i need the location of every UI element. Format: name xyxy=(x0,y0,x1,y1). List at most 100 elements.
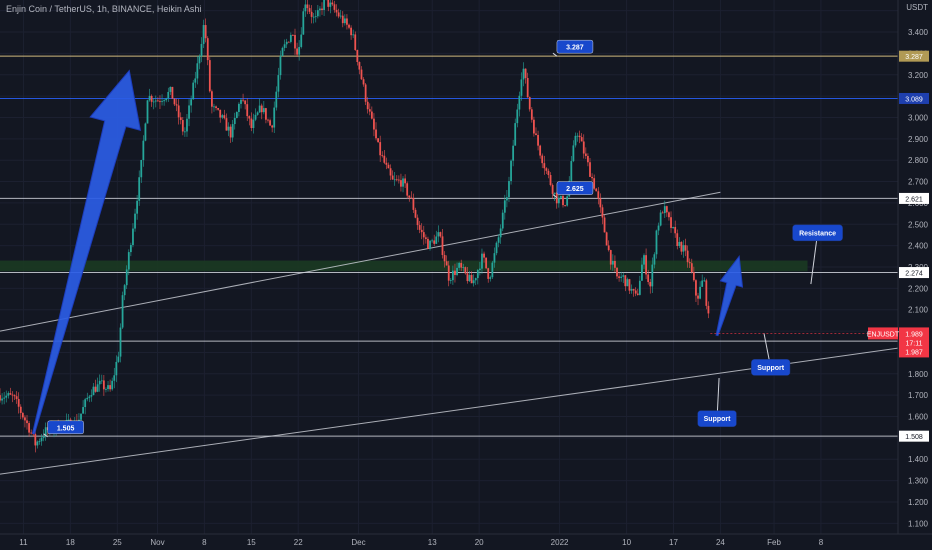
candle xyxy=(622,272,625,284)
candle-body xyxy=(672,226,674,228)
candle-body xyxy=(420,229,423,233)
candle xyxy=(298,40,301,61)
candle xyxy=(433,234,436,247)
current-price-box xyxy=(899,327,929,358)
candle-body xyxy=(379,142,382,156)
candle xyxy=(522,62,525,87)
candle-body xyxy=(134,213,136,229)
candle-body xyxy=(304,4,307,12)
candle-body xyxy=(661,212,664,214)
candle xyxy=(294,28,296,55)
candle-body xyxy=(186,118,188,132)
candle xyxy=(539,144,542,159)
candle xyxy=(560,195,562,200)
candle xyxy=(277,67,280,98)
candle-body xyxy=(668,212,670,218)
candle xyxy=(173,98,176,107)
candle xyxy=(379,135,382,162)
candle-body xyxy=(416,217,419,226)
callout-box xyxy=(697,410,737,427)
candle xyxy=(368,103,371,116)
candle xyxy=(562,193,564,208)
candle xyxy=(175,98,178,112)
candle xyxy=(638,275,641,296)
candle xyxy=(632,288,635,297)
candle-body xyxy=(393,179,396,181)
y-tick-label: 1.700 xyxy=(908,391,929,400)
candle xyxy=(607,240,610,252)
candle xyxy=(543,155,546,175)
candle xyxy=(283,39,286,52)
y-tick-label: 1.300 xyxy=(908,477,929,486)
candle-body xyxy=(368,109,371,112)
candle-body xyxy=(258,105,261,113)
candle-body xyxy=(136,200,139,214)
candle xyxy=(227,122,230,137)
candle-body xyxy=(497,237,500,243)
candle xyxy=(680,241,683,255)
candle-body xyxy=(659,212,662,226)
candle-body xyxy=(391,175,394,180)
x-tick-label: 25 xyxy=(113,538,122,547)
candle-body xyxy=(314,16,317,18)
candle-body xyxy=(277,75,280,92)
candle-body xyxy=(26,420,28,424)
candle xyxy=(491,260,494,280)
candle-body xyxy=(385,162,388,165)
candle-body xyxy=(653,254,656,265)
candle xyxy=(5,390,8,403)
current-price-sub: 1.987 xyxy=(905,349,923,356)
candle xyxy=(389,164,392,181)
candle xyxy=(493,247,496,268)
candle-body xyxy=(493,253,496,263)
candle xyxy=(211,89,213,114)
candle-body xyxy=(383,155,386,163)
candle-body xyxy=(370,111,373,119)
candle-body xyxy=(156,100,159,102)
candle xyxy=(188,99,190,127)
candle-body xyxy=(358,61,361,70)
candle-body xyxy=(310,11,313,17)
candle xyxy=(113,367,116,389)
candle-body xyxy=(265,108,267,120)
y-tick-label: 2.200 xyxy=(908,284,929,293)
candle-body xyxy=(566,196,569,206)
candle-body xyxy=(211,91,213,107)
candle-body xyxy=(451,270,454,281)
level-badge-text: 2.274 xyxy=(905,271,923,278)
candle-body xyxy=(449,280,452,281)
candle-body xyxy=(19,406,22,413)
candle xyxy=(611,254,614,271)
candle-body xyxy=(82,407,84,414)
candle xyxy=(618,272,620,282)
candle-body xyxy=(80,413,82,420)
candle-body xyxy=(589,162,591,177)
candle-body xyxy=(348,24,350,28)
candle-body xyxy=(244,100,247,105)
candle-body xyxy=(638,280,641,295)
candle-body xyxy=(474,278,477,281)
candle-body xyxy=(404,178,407,184)
candle-body xyxy=(113,375,116,381)
candle xyxy=(109,379,112,392)
candle xyxy=(470,271,473,284)
candle-body xyxy=(5,395,8,398)
candle xyxy=(441,229,444,259)
candle xyxy=(647,269,650,285)
candle-body xyxy=(171,86,174,99)
candle-body xyxy=(510,160,512,182)
candle xyxy=(341,11,344,28)
candle-body xyxy=(553,192,556,194)
candle xyxy=(476,268,479,285)
candle xyxy=(549,172,552,187)
candle xyxy=(684,238,687,257)
candle-body xyxy=(281,47,284,56)
candle-body xyxy=(289,35,292,42)
level-badge-text: 3.287 xyxy=(905,54,923,61)
candle-body xyxy=(381,155,384,157)
candle xyxy=(256,111,259,116)
candle xyxy=(512,139,515,167)
candle xyxy=(21,411,24,420)
candle-body xyxy=(273,107,276,128)
